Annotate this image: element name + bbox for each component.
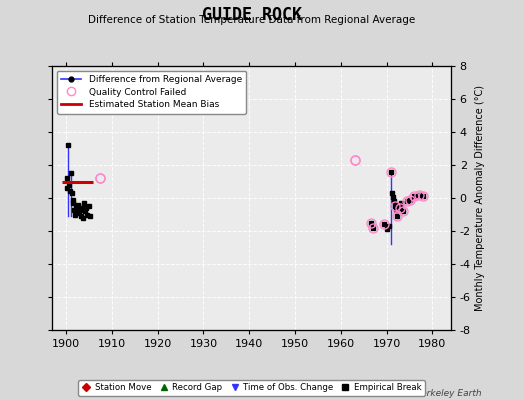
Y-axis label: Monthly Temperature Anomaly Difference (°C): Monthly Temperature Anomaly Difference (… — [475, 85, 485, 311]
Legend: Difference from Regional Average, Quality Control Failed, Estimated Station Mean: Difference from Regional Average, Qualit… — [57, 70, 246, 114]
Text: Difference of Station Temperature Data from Regional Average: Difference of Station Temperature Data f… — [88, 15, 415, 25]
Text: Berkeley Earth: Berkeley Earth — [416, 389, 482, 398]
Text: GUIDE ROCK: GUIDE ROCK — [202, 6, 301, 24]
Legend: Station Move, Record Gap, Time of Obs. Change, Empirical Break: Station Move, Record Gap, Time of Obs. C… — [78, 380, 425, 396]
